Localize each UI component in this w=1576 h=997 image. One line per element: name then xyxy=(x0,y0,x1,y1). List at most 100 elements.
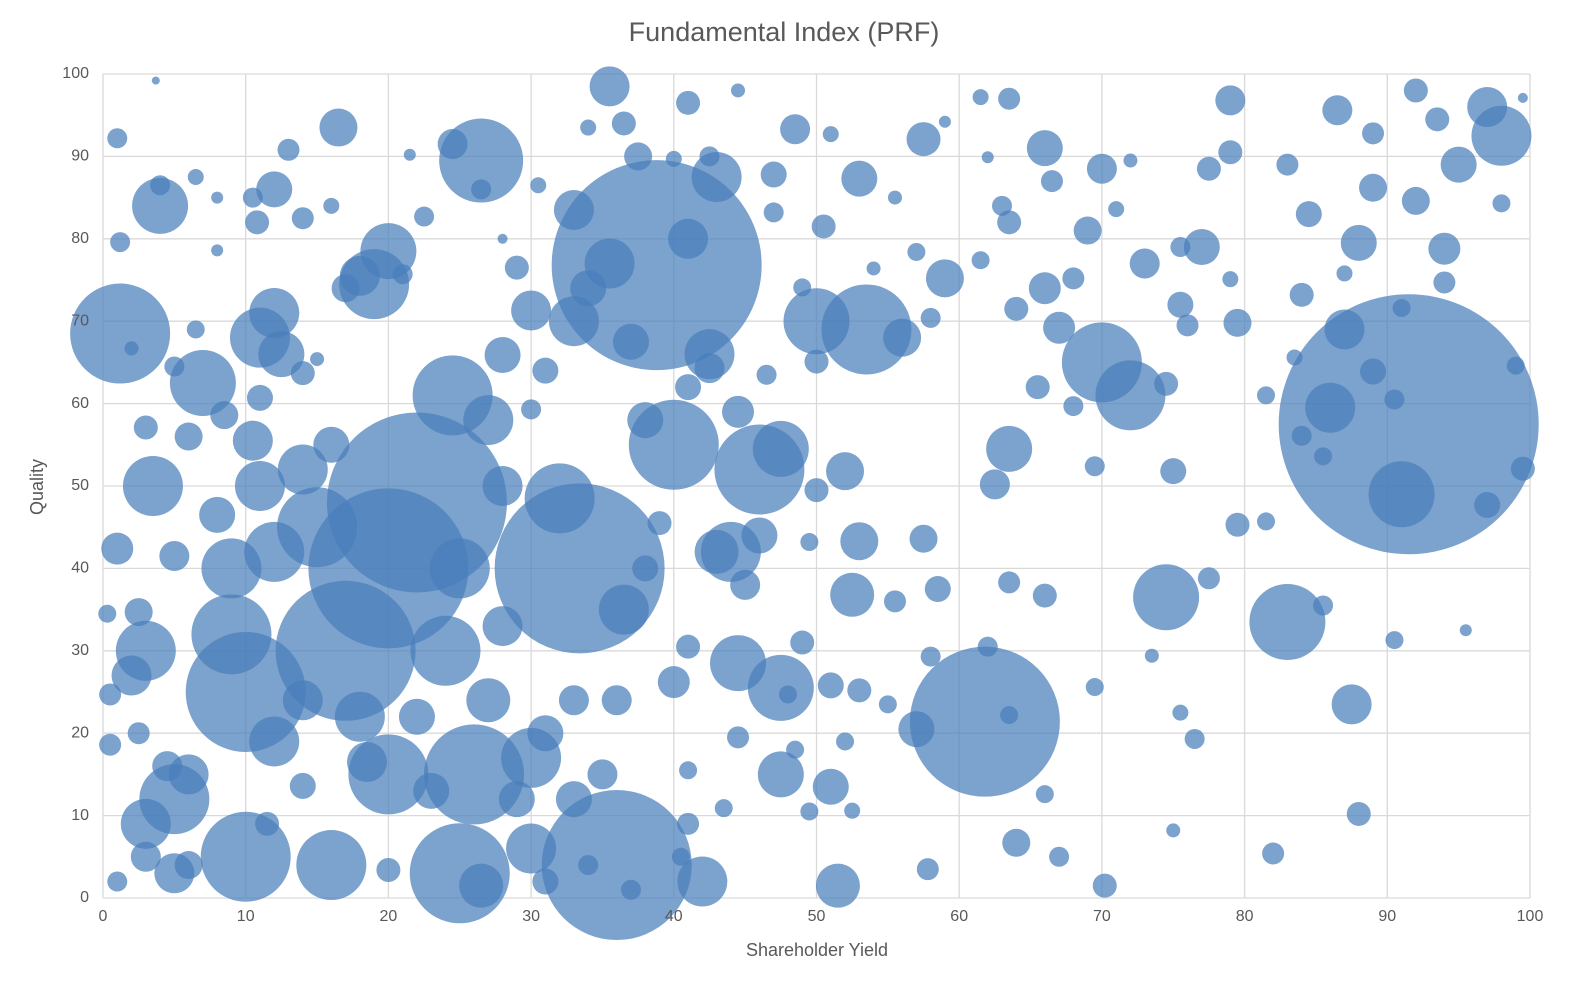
bubble xyxy=(168,754,209,795)
bubble xyxy=(676,634,701,659)
bubble xyxy=(986,425,1033,472)
bubble xyxy=(169,350,236,416)
bubble xyxy=(541,790,692,941)
bubble xyxy=(624,142,653,171)
bubble xyxy=(392,264,413,285)
bubble xyxy=(1026,130,1063,167)
bubble xyxy=(675,374,702,401)
bubble xyxy=(722,395,755,428)
bubble xyxy=(249,287,300,338)
bubble xyxy=(132,177,189,234)
bubble xyxy=(1095,360,1166,431)
bubble xyxy=(1035,785,1054,804)
bubble xyxy=(110,232,131,253)
bubble xyxy=(1028,272,1061,305)
bubble xyxy=(334,691,385,742)
bubble xyxy=(527,715,564,752)
bubble xyxy=(710,635,767,692)
bubble xyxy=(786,740,805,759)
bubble xyxy=(413,772,450,809)
bubble xyxy=(558,685,589,716)
bubble xyxy=(1092,873,1117,898)
bubble xyxy=(429,538,490,599)
bubble xyxy=(840,522,879,561)
x-tick-label: 80 xyxy=(1236,908,1254,925)
bubble xyxy=(398,698,435,735)
bubble xyxy=(841,160,878,197)
bubble xyxy=(898,711,935,748)
bubble xyxy=(580,119,597,136)
bubble xyxy=(887,190,902,205)
bubble xyxy=(1289,282,1314,307)
bubble xyxy=(1384,389,1405,410)
x-tick-label: 50 xyxy=(808,908,826,925)
bubble xyxy=(482,606,523,647)
x-tick-label: 40 xyxy=(665,908,683,925)
bubble xyxy=(120,798,171,849)
bubble xyxy=(277,138,300,161)
bubble xyxy=(925,259,964,298)
y-tick-label: 90 xyxy=(71,148,89,165)
bubble xyxy=(255,811,280,836)
y-tick-label: 70 xyxy=(71,312,89,329)
y-tick-label: 100 xyxy=(62,65,89,82)
bubble xyxy=(844,802,861,819)
bubble xyxy=(1331,684,1372,725)
bubble xyxy=(800,533,819,552)
bubble xyxy=(981,151,994,164)
bubble xyxy=(498,781,535,818)
bubble xyxy=(70,283,171,384)
bubble xyxy=(997,210,1022,235)
bubble xyxy=(463,395,514,446)
y-tick-label: 50 xyxy=(71,477,89,494)
bubble xyxy=(694,353,725,384)
bubble xyxy=(532,868,559,895)
bubble xyxy=(830,572,875,617)
bubble xyxy=(551,160,762,371)
bubble xyxy=(1249,583,1326,660)
bubble xyxy=(1172,704,1189,721)
bubble xyxy=(323,197,340,214)
bubble xyxy=(497,233,508,244)
bubble xyxy=(1257,386,1276,405)
bubble xyxy=(972,89,989,106)
bubble xyxy=(822,126,839,143)
bubble xyxy=(971,251,990,270)
bubble xyxy=(730,569,761,600)
bubble xyxy=(589,66,630,107)
bubble xyxy=(111,655,152,696)
bubble xyxy=(1262,842,1285,865)
bubble xyxy=(1276,153,1299,176)
bubble xyxy=(804,349,829,374)
x-tick-label: 10 xyxy=(237,908,255,925)
bubble xyxy=(471,179,492,200)
bubble xyxy=(1123,153,1138,168)
bubble xyxy=(211,244,224,257)
bubble xyxy=(979,469,1010,500)
x-tick-label: 0 xyxy=(99,908,108,925)
bubble xyxy=(741,517,778,554)
bubble xyxy=(1225,512,1250,537)
bubble xyxy=(647,511,672,536)
bubble xyxy=(611,111,636,136)
bubble xyxy=(466,678,511,723)
bubble xyxy=(752,420,809,477)
bubble xyxy=(376,857,401,882)
bubble xyxy=(778,685,797,704)
bubble xyxy=(124,598,153,627)
bubble xyxy=(1043,311,1076,344)
y-tick-label: 60 xyxy=(71,395,89,412)
bubble xyxy=(291,207,314,230)
bubble xyxy=(187,169,204,185)
bubble xyxy=(1000,706,1019,725)
bubble xyxy=(1517,92,1528,103)
bubble xyxy=(482,466,523,506)
bubble xyxy=(548,296,599,347)
bubble xyxy=(909,646,1060,797)
bubble xyxy=(727,726,750,749)
bubble xyxy=(906,122,941,157)
y-tick-label: 40 xyxy=(71,560,89,577)
bubble xyxy=(1467,86,1508,127)
bubble xyxy=(731,83,746,98)
bubble xyxy=(1215,85,1246,116)
